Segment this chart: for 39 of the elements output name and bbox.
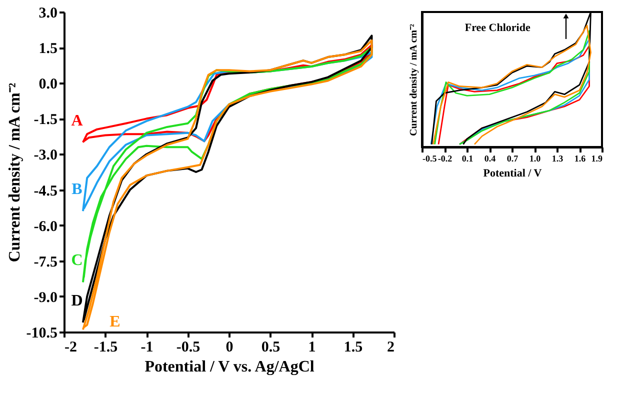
x-tick-label: 1 — [308, 340, 316, 356]
x-tick-label: 0.5 — [261, 340, 280, 356]
y-tick-label: -9.0 — [34, 290, 58, 306]
y-tick-label: 3.0 — [38, 6, 58, 22]
y-tick-label: -3.0 — [34, 148, 58, 164]
x-tick-label: 1.9 — [591, 154, 603, 164]
series-label: C — [71, 252, 83, 270]
x-tick-label: 1.3 — [552, 154, 564, 164]
x-tick-label: -1.5 — [94, 340, 118, 356]
x-tick-label: 0 — [226, 340, 234, 356]
x-tick-label: 2 — [387, 340, 394, 356]
x-tick-label: -0.5 — [176, 340, 200, 356]
annotation: Free Chloride — [464, 22, 530, 34]
series-label: B — [72, 181, 83, 198]
x-axis-title: Potential / V vs. Ag/AgCl — [144, 358, 315, 376]
x-tick-label: 1.5 — [344, 340, 363, 356]
x-tick-label: -1 — [140, 340, 154, 356]
x-tick-label: 1.0 — [529, 154, 542, 164]
x-tick-label: 0.1 — [462, 154, 474, 164]
y-tick-label: -7.5 — [34, 254, 58, 270]
series-label: D — [71, 292, 83, 310]
y-tick-label: -10.5 — [26, 326, 58, 342]
line-series — [82, 46, 373, 284]
series-label: E — [110, 314, 120, 331]
x-tick-label: 0.4 — [484, 154, 496, 164]
x-tick-label: -2 — [64, 340, 77, 356]
x-tick-label: 1.6 — [574, 154, 586, 164]
y-axis-title: Current density / mA cm⁻² — [408, 24, 420, 136]
y-axis-title: Current density / mA cm⁻² — [6, 82, 24, 262]
y-tick-label: -4.5 — [34, 183, 58, 200]
x-tick-label: -0.5 — [422, 154, 438, 164]
y-tick-label: 1.5 — [38, 41, 58, 58]
x-tick-label: 0.7 — [506, 154, 519, 164]
y-tick-label: 0.0 — [38, 76, 58, 93]
x-tick-label: -0.2 — [438, 154, 453, 164]
y-tick-label: -1.5 — [34, 112, 58, 128]
series-label: A — [71, 112, 84, 130]
y-tick-label: -6.0 — [34, 218, 58, 235]
x-axis-title: Potential / V — [483, 168, 542, 180]
